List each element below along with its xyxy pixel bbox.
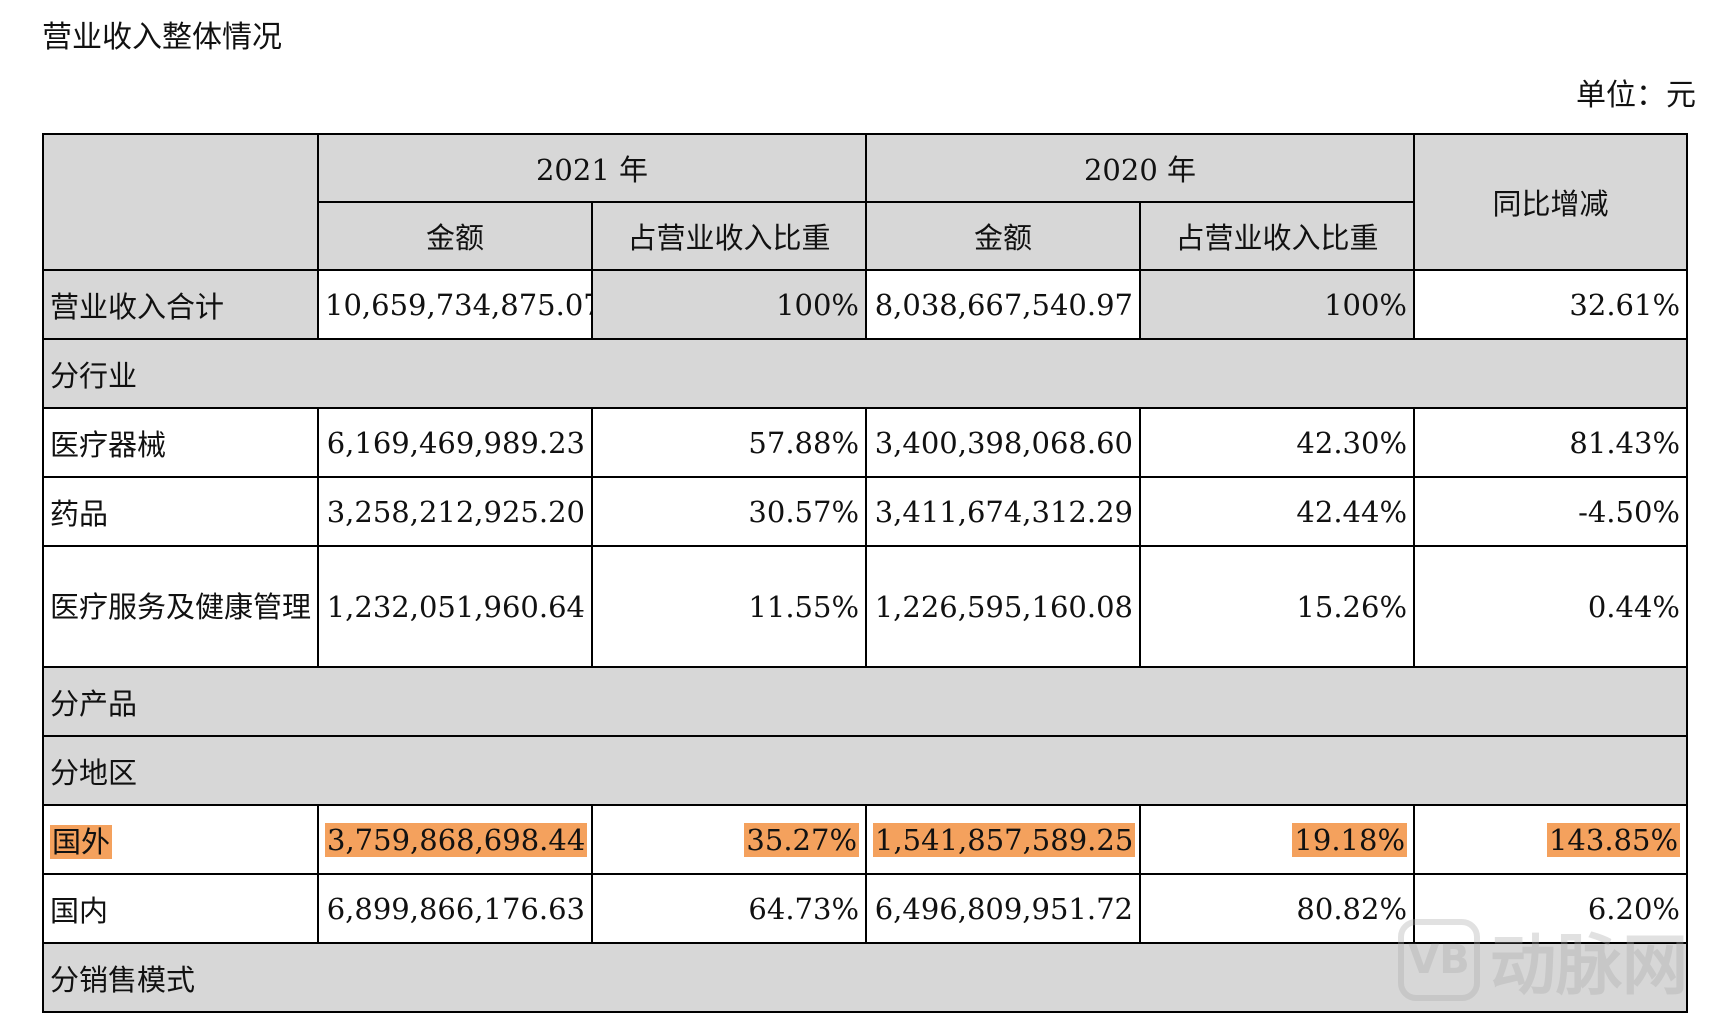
share-2020: 80.82% <box>1139 873 1415 944</box>
row-label: 医疗服务及健康管理 <box>42 545 319 668</box>
share-2020: 15.26% <box>1139 545 1415 668</box>
table-row: 医疗服务及健康管理 1,232,051,960.64 11.55% 1,226,… <box>42 545 1688 668</box>
share-2021: 64.73% <box>591 873 867 944</box>
yoy-change: 6.20% <box>1413 873 1688 944</box>
row-label: 国内 <box>42 873 319 944</box>
header-share-2020: 占营业收入比重 <box>1139 201 1415 271</box>
table-row: 国内 6,899,866,176.63 64.73% 6,496,809,951… <box>42 873 1688 944</box>
section-region: 分地区 <box>42 735 1688 806</box>
row-label: 国外 <box>50 824 113 859</box>
unit-label: 单位：元 <box>1576 78 1696 113</box>
header-amount-2020: 金额 <box>865 201 1141 271</box>
share-2020: 42.30% <box>1139 407 1415 478</box>
amount-2021: 10,659,734,875.07 <box>317 269 593 340</box>
amount-2021: 6,899,866,176.63 <box>317 873 593 944</box>
share-2021: 100% <box>591 269 867 340</box>
amount-2021: 6,169,469,989.23 <box>317 407 593 478</box>
share-2020: 42.44% <box>1139 476 1415 547</box>
share-2021: 57.88% <box>591 407 867 478</box>
amount-2020: 3,411,674,312.29 <box>865 476 1141 547</box>
share-2020: 19.18% <box>1292 822 1407 857</box>
page-title: 营业收入整体情况 <box>42 20 282 55</box>
yoy-change: 0.44% <box>1413 545 1688 668</box>
amount-2020: 1,541,857,589.25 <box>873 822 1136 857</box>
share-2020: 100% <box>1139 269 1415 340</box>
header-share-2021: 占营业收入比重 <box>591 201 867 271</box>
header-amount-2021: 金额 <box>317 201 593 271</box>
amount-2021: 3,759,868,698.44 <box>325 822 588 857</box>
row-label: 医疗器械 <box>42 407 319 478</box>
yoy-change: 32.61% <box>1413 269 1688 340</box>
share-2021: 11.55% <box>591 545 867 668</box>
amount-2020: 3,400,398,068.60 <box>865 407 1141 478</box>
yoy-change: 143.85% <box>1546 822 1680 857</box>
section-sales-mode: 分销售模式 <box>42 942 1688 1013</box>
amount-2020: 6,496,809,951.72 <box>865 873 1141 944</box>
header-year-2020: 2020 年 <box>865 133 1415 203</box>
yoy-change: 81.43% <box>1413 407 1688 478</box>
revenue-table: 2021 年 2020 年 同比增减 金额 占营业收入比重 金额 占营业收入比重… <box>42 133 1688 1013</box>
amount-2021: 3,258,212,925.20 <box>317 476 593 547</box>
row-label: 药品 <box>42 476 319 547</box>
share-2021: 35.27% <box>744 822 859 857</box>
amount-2020: 1,226,595,160.08 <box>865 545 1141 668</box>
section-industry: 分行业 <box>42 338 1688 409</box>
header-corner <box>42 133 319 271</box>
header-yoy: 同比增减 <box>1413 133 1688 271</box>
table-row: 药品 3,258,212,925.20 30.57% 3,411,674,312… <box>42 476 1688 547</box>
yoy-change: -4.50% <box>1413 476 1688 547</box>
table-row-total: 营业收入合计 10,659,734,875.07 100% 8,038,667,… <box>42 269 1688 340</box>
row-label: 营业收入合计 <box>42 269 319 340</box>
table-row: 医疗器械 6,169,469,989.23 57.88% 3,400,398,0… <box>42 407 1688 478</box>
header-year-2021: 2021 年 <box>317 133 867 203</box>
share-2021: 30.57% <box>591 476 867 547</box>
amount-2021: 1,232,051,960.64 <box>317 545 593 668</box>
amount-2020: 8,038,667,540.97 <box>865 269 1141 340</box>
table-row-highlighted: 国外 3,759,868,698.44 35.27% 1,541,857,589… <box>42 804 1688 875</box>
section-product: 分产品 <box>42 666 1688 737</box>
